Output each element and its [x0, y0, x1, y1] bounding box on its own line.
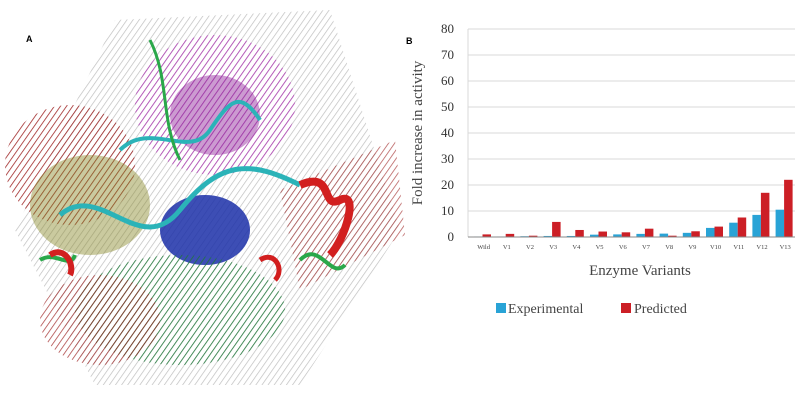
predicted-bar	[482, 234, 491, 237]
y-tick-labels: 0 10 20 30 40 50 60 70 80	[441, 21, 454, 244]
y-tick-label: 70	[441, 47, 454, 62]
experimental-bar	[752, 214, 761, 237]
experimental-bar	[590, 234, 599, 237]
experimental-bar	[706, 227, 715, 237]
legend-swatch-predicted	[621, 303, 631, 313]
predicted-bar	[760, 192, 770, 237]
predicted-bar	[644, 228, 654, 237]
x-tick-label: V2	[526, 244, 534, 251]
x-tick-label: V7	[642, 244, 651, 251]
panel-label-a: A	[26, 34, 33, 44]
predicted-bar	[621, 232, 631, 237]
predicted-bar	[575, 229, 584, 237]
y-tick-label: 40	[441, 125, 454, 140]
experimental-bar	[636, 233, 645, 237]
predicted-bar	[505, 233, 515, 237]
predicted-bar	[668, 235, 677, 237]
predicted-bar	[528, 235, 538, 237]
y-tick-label: 30	[441, 151, 454, 166]
x-tick-label: V10	[710, 244, 721, 251]
protein-structure-image: A	[5, 10, 405, 385]
legend-swatch-experimental	[496, 303, 506, 313]
experimental-bar	[775, 209, 785, 237]
bars	[474, 179, 793, 237]
x-tick-label: V4	[572, 244, 581, 251]
experimental-bar	[729, 222, 738, 237]
x-tick-label: V9	[688, 244, 696, 251]
x-tick-label: V8	[665, 244, 673, 251]
y-tick-label: 80	[441, 21, 454, 36]
legend-label-predicted: Predicted	[634, 302, 687, 317]
legend: Experimental Predicted	[496, 302, 687, 317]
y-tick-label: 10	[441, 203, 454, 218]
y-tick-label: 60	[441, 73, 454, 88]
x-tick-label: V3	[549, 244, 557, 251]
experimental-bar	[682, 232, 692, 237]
experimental-bar	[543, 235, 553, 237]
protein-structure-panel: A	[5, 10, 405, 385]
x-tick-label: V6	[619, 244, 628, 251]
bar-chart-panel: B 0 10 20 30 40 50 60 70 80 Wild V1 V2 V3 V4 V5 V6 V7 V8…	[400, 0, 795, 391]
experimental-bar	[613, 234, 622, 237]
x-tick-label: V13	[780, 244, 791, 251]
predicted-bar	[691, 231, 700, 237]
x-tick-label: V1	[503, 244, 511, 251]
y-tick-label: 50	[441, 99, 454, 114]
predicted-bar	[714, 226, 723, 237]
legend-label-experimental: Experimental	[508, 302, 584, 317]
predicted-bar	[784, 179, 793, 237]
y-tick-label: 0	[448, 229, 455, 244]
experimental-bar	[659, 233, 669, 237]
predicted-bar	[598, 231, 607, 237]
experimental-bar	[566, 235, 576, 237]
y-axis-title: Fold increase in activity	[410, 60, 426, 205]
x-tick-labels: WildV1V2V3V4V5V6V7V8V9V10V11V12V13V1	[477, 244, 791, 251]
x-axis-title: Enzyme Variants	[589, 263, 691, 279]
x-tick-label: Wild	[477, 244, 490, 251]
x-tick-label: V5	[596, 244, 604, 251]
x-tick-label: V12	[756, 244, 767, 251]
gridlines	[467, 28, 795, 237]
x-tick-label: V11	[733, 244, 744, 251]
y-tick-label: 20	[441, 177, 454, 192]
predicted-bar	[552, 221, 561, 237]
predicted-bar	[737, 217, 747, 237]
bar-chart: B 0 10 20 30 40 50 60 70 80 Wild V1 V2 V3 V4 V5 V6 V7 V8…	[406, 21, 795, 317]
panel-label-b: B	[406, 36, 413, 46]
